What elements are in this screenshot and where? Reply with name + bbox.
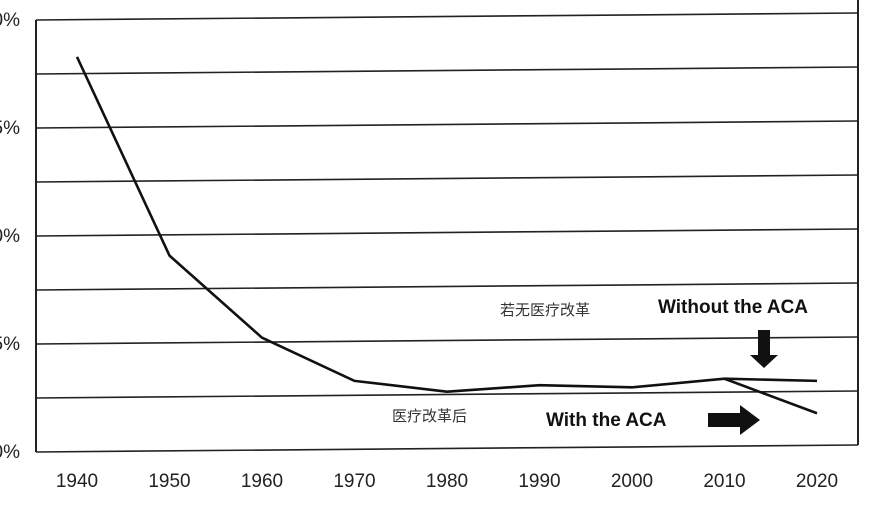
- x-tick-label: 1990: [518, 471, 560, 492]
- right-arrow-icon: [708, 405, 760, 435]
- annotation-with-en: With the ACA: [546, 410, 667, 431]
- y-axis-ticks: 0% 5% 10% 15% 20%: [0, 10, 20, 463]
- gridline: [35, 228, 859, 237]
- gridline: [35, 282, 859, 291]
- x-tick-label: 1980: [426, 471, 468, 492]
- gridline: [35, 336, 859, 345]
- gridline: [35, 444, 859, 453]
- down-arrow-icon: [750, 330, 778, 368]
- series-historical: [75, 56, 725, 393]
- annotation-with-zh: 医疗改革后: [392, 407, 467, 425]
- grid: [35, 0, 859, 453]
- gridline: [35, 120, 859, 129]
- gridline: [35, 174, 859, 183]
- x-tick-label: 1960: [241, 471, 283, 492]
- series-with-aca: [724, 377, 818, 415]
- x-tick-label: 1950: [148, 471, 190, 492]
- x-tick-label: 2010: [703, 471, 745, 492]
- series-lines: [75, 56, 818, 415]
- x-tick-label: 1940: [56, 471, 98, 492]
- y-tick-label: 5%: [0, 334, 20, 355]
- gridline: [35, 66, 859, 75]
- gridline: [35, 12, 859, 21]
- y-tick-label: 10%: [0, 226, 20, 247]
- annotation-without-en: Without the ACA: [658, 297, 808, 318]
- annotation-without-zh: 若无医疗改革: [500, 301, 590, 319]
- y-tick-label: 15%: [0, 118, 20, 139]
- x-tick-label: 2000: [611, 471, 653, 492]
- x-axis-ticks: 1940 1950 1960 1970 1980 1990 2000 2010 2020: [56, 471, 838, 492]
- x-tick-label: 2020: [796, 471, 838, 492]
- x-tick-label: 1970: [333, 471, 375, 492]
- y-tick-label: 0%: [0, 442, 20, 463]
- y-tick-label: 20%: [0, 10, 20, 31]
- gridline: [35, 390, 859, 399]
- series-without-aca: [724, 377, 818, 383]
